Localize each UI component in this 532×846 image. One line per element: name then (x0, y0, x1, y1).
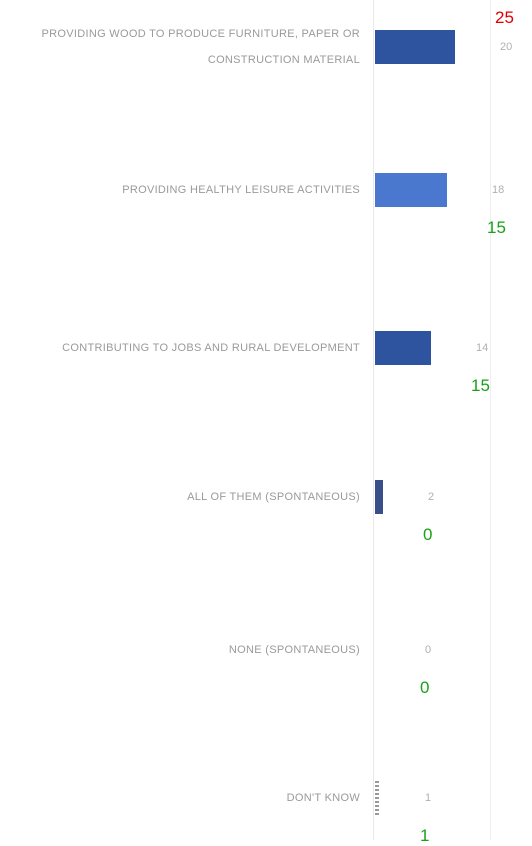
divider (490, 0, 491, 840)
value-label: 0 (425, 644, 432, 656)
bar (375, 173, 447, 207)
value-label: 1 (425, 792, 432, 804)
value-label: 2 (428, 491, 435, 503)
value-label: 18 (492, 184, 505, 196)
annotation: 15 (471, 376, 490, 395)
bar (375, 480, 383, 514)
category-label: DON'T KNOW (286, 792, 360, 804)
bar (375, 30, 455, 64)
category-label: PROVIDING HEALTHY LEISURE ACTIVITIES (122, 184, 360, 196)
category-label: ALL OF THEM (SPONTANEOUS) (187, 491, 360, 503)
category-label: PROVIDING WOOD TO PRODUCE FURNITURE, PAP… (41, 28, 360, 66)
annotation: 1 (420, 826, 430, 845)
annotation: 0 (420, 678, 430, 697)
bar (375, 781, 379, 815)
value-label: 14 (476, 342, 489, 354)
annotation: 0 (423, 525, 433, 544)
annotation: 25 (495, 8, 514, 27)
category-label: CONTRIBUTING TO JOBS AND RURAL DEVELOPME… (62, 342, 360, 354)
category-label: NONE (SPONTANEOUS) (228, 644, 360, 656)
annotation: 15 (487, 218, 506, 237)
axis-line (373, 0, 374, 840)
value-label: 20 (500, 41, 513, 53)
bar (375, 331, 431, 365)
